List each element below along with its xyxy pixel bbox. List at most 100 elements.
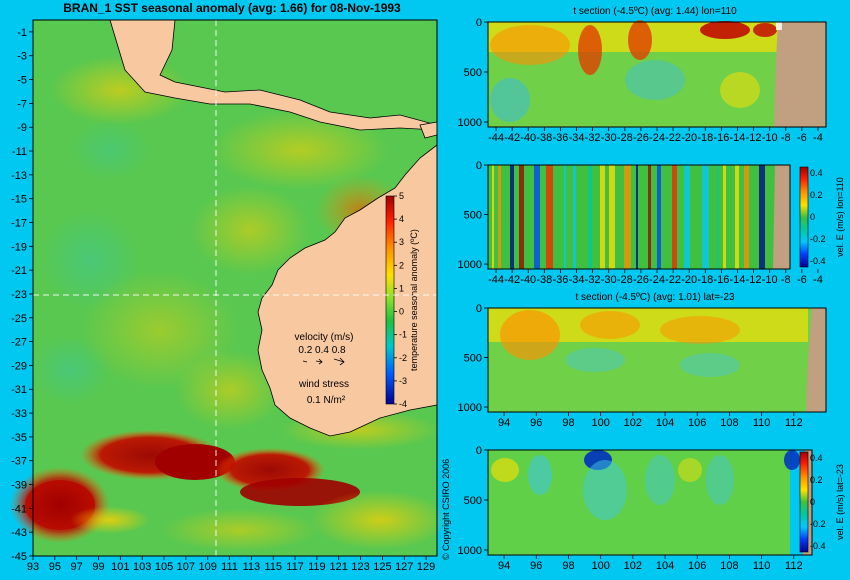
sst-map-x-tick-label: 121 — [330, 561, 348, 573]
t-section-lon-x-tick-label: -26 — [633, 132, 649, 144]
vel-e-lon-colorbar-tick-label: 0.2 — [810, 190, 823, 200]
vel-e-lon-land — [773, 165, 790, 269]
t-section-lon-x-tick-label: -36 — [552, 132, 568, 144]
t-section-lat-x-tick-label: 106 — [688, 417, 706, 429]
vel-e-lon-stripe — [672, 165, 677, 269]
t-section-lat-y-tick-label: 0 — [476, 303, 482, 315]
vel-e-lon-x-tick-label: -42 — [504, 274, 520, 286]
vel-e-lat-y-tick-label: 1000 — [458, 545, 482, 557]
vel-e-lat-x-tick-label: 96 — [530, 560, 542, 572]
vel-e-lat-panel: 0.40.20-0.2-0.4 vel. E (m/s) lat=-23 94 9… — [458, 445, 845, 572]
vel-e-lon-colorbar — [799, 166, 809, 268]
t-section-lon-x-ticks: -44 -42 -40 -38 -36 -34 -32 -30 -28 -26 -24 -22 -20-… — [488, 127, 823, 144]
t-section-lat-x-tick-label: 102 — [624, 417, 642, 429]
sst-colorbar-fill — [385, 195, 395, 405]
t-section-lon-x-tick-label: -44 — [488, 132, 504, 144]
t-section-lon-x-tick-label: -20 — [681, 132, 697, 144]
t-section-lat-x-tick-label: 94 — [498, 417, 510, 429]
t-section-lon-x-tick-label: -38 — [536, 132, 552, 144]
t-section-lat-x-tick-label: 98 — [562, 417, 574, 429]
vel-e-lat-colorbar-tick-label: -0.2 — [810, 519, 826, 529]
sst-map-y-tick-label: -29 — [11, 360, 27, 372]
vel-e-lat-frame — [487, 449, 813, 556]
velocity-legend-arrows — [302, 357, 345, 366]
sst-map-y-tick-label: -21 — [11, 265, 27, 277]
vel-e-lat-colorbar-tick-label: 0 — [810, 497, 815, 507]
sst-map-y-tick-label: -7 — [17, 98, 27, 110]
velocity-legend-scale: 0.2 0.4 0.8 — [298, 345, 346, 356]
sst-map-x-tick-label: 117 — [286, 561, 304, 573]
vel-e-lon-y-ticks: 0 500 1000 — [458, 160, 488, 271]
velocity-legend-title: velocity (m/s) — [295, 332, 354, 343]
vel-e-lon-stripe — [573, 165, 576, 269]
sst-map-x-tick-label: 101 — [111, 561, 129, 573]
t-section-lat-x-tick-label: 104 — [656, 417, 674, 429]
vel-e-lat-x-tick-label: 98 — [562, 560, 574, 572]
sst-colorbar-tick-label: 2 — [399, 260, 404, 270]
t-section-lat-title: t section (-4.5ºC) (avg: 1.01) lat=-23 — [576, 292, 735, 303]
vel-e-lon-x-tick-label: -20 — [681, 274, 697, 286]
t-section-lon-panel: t section (-4.5ºC) (avg: 1.44) lon=110 -… — [458, 6, 827, 144]
vel-e-lon-stripe — [609, 165, 615, 269]
sst-map-x-tick-label: 93 — [27, 561, 39, 573]
sst-map-y-tick-label: -43 — [11, 527, 27, 539]
vel-e-lon-colorbar-tick-label: -0.2 — [810, 234, 826, 244]
vel-e-lon-x-tick-label: -18 — [697, 274, 713, 286]
vel-e-lon-x-tick-label: -16 — [713, 274, 729, 286]
sst-map-x-tick-label: 105 — [155, 561, 173, 573]
sst-colorbar-tick-label: 1 — [399, 283, 404, 293]
vel-e-lon-stripe — [624, 165, 631, 269]
vel-e-lon-stripe — [588, 165, 592, 269]
t-section-lon-x-tick-label: -6 — [797, 132, 807, 144]
sst-map-y-tick-label: -33 — [11, 408, 27, 420]
vel-e-lon-y-tick-label: 500 — [464, 210, 482, 222]
t-section-lat-y-tick-label: 1000 — [458, 402, 482, 414]
vel-e-lon-stripe — [519, 165, 524, 269]
vel-e-lon-x-tick-label: -40 — [520, 274, 536, 286]
sst-map-x-tick-label: 125 — [373, 561, 391, 573]
vel-e-lon-x-tick-label: -38 — [536, 274, 552, 286]
sst-map-y-tick-label: -5 — [17, 75, 27, 87]
vel-e-lat-x-tick-label: 102 — [624, 560, 642, 572]
sst-map-x-tick-label: 115 — [264, 561, 282, 573]
sst-colorbar-label: temperature seasonal anomaly (ºC) — [409, 229, 419, 371]
t-section-lon-x-tick-label: -14 — [730, 132, 746, 144]
vel-e-lat-x-tick-label: 106 — [688, 560, 706, 572]
t-section-lat-x-tick-label: 96 — [530, 417, 542, 429]
vel-e-lon-stripe — [702, 165, 709, 269]
vel-e-lat-y-tick-label: 0 — [476, 445, 482, 457]
vel-e-lon-x-tick-label: -32 — [585, 274, 601, 286]
vel-e-lon-colorbar-tick-label: -0.4 — [810, 256, 826, 266]
sst-map-y-tick-label: -15 — [11, 194, 27, 206]
sst-map-frame — [32, 19, 438, 557]
vel-e-lat-x-ticks: 94 96 98 100 102 104 106 108 110 112 — [498, 555, 803, 572]
sst-map-x-ticks: 93 95 97 99 101 103 105 107 109 111 113 115 117 119 12… — [27, 556, 435, 573]
sst-map-y-tick-label: -27 — [11, 337, 27, 349]
sst-map-y-tick-label: -37 — [11, 456, 27, 468]
t-section-lon-x-tick-label: -8 — [781, 132, 791, 144]
wind-legend-scale: 0.1 N/m² — [307, 395, 346, 406]
t-section-lat-x-tick-label: 100 — [591, 417, 609, 429]
vel-e-lon-stripe — [546, 165, 553, 269]
t-section-lon-x-tick-label: -10 — [762, 132, 778, 144]
vel-e-lat-y-tick-label: 500 — [464, 495, 482, 507]
vel-e-lon-stripe — [492, 165, 494, 269]
t-section-lon-x-tick-label: -34 — [569, 132, 585, 144]
vel-e-lat-x-tick-label: 108 — [720, 560, 738, 572]
t-section-lat-x-tick-label: 108 — [720, 417, 738, 429]
vel-e-lon-stripe — [717, 165, 719, 269]
vel-e-lat-x-tick-label: 110 — [753, 560, 771, 572]
vel-e-lon-colorbar-label: vel. E (m/s) lon=110 — [835, 177, 845, 257]
vel-e-lon-colorbar-ticks: 0.4 0.2 0 -0.2 -0.4 — [810, 168, 826, 266]
t-section-lon-patches — [488, 20, 826, 127]
vel-e-lat-y-ticks: 0 500 1000 — [458, 445, 488, 557]
t-section-lon-x-tick-label: -16 — [713, 132, 729, 144]
sst-map-y-tick-label: -35 — [11, 432, 27, 444]
copyright-text: © Copyright CSIRO 2006 — [441, 459, 451, 560]
vel-e-lon-stripe — [684, 165, 690, 269]
sst-map-y-tick-label: -39 — [11, 480, 27, 492]
vel-e-lat-colorbar — [799, 451, 809, 553]
vel-e-lon-panel: 0.4 0.2 0 -0.2 -0.4 vel. E (m/s) lon=110 -44… — [458, 160, 845, 286]
t-section-lat-frame — [487, 307, 827, 413]
